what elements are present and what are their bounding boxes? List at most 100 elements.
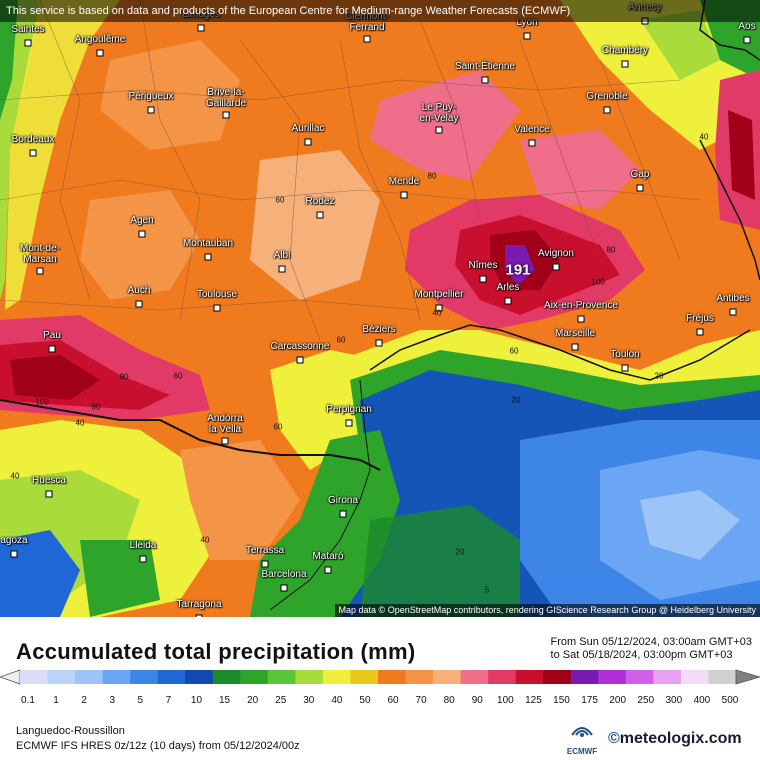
scale-swatch: [570, 670, 599, 684]
city-marker: [96, 49, 104, 57]
contour-label: 40: [75, 418, 85, 428]
scale-label: 0.1: [21, 695, 35, 706]
scale-label: 70: [415, 695, 427, 706]
scale-swatch: [625, 670, 654, 684]
city-label: Aurillac: [291, 123, 325, 134]
scale-label: 200: [609, 695, 627, 706]
city-marker: [222, 111, 230, 119]
contour-label: 60: [509, 346, 519, 356]
city-marker: [221, 437, 229, 445]
meteologix-logo-icon: ©: [608, 730, 620, 747]
city-marker: [363, 35, 371, 43]
scale-label: 60: [387, 695, 399, 706]
city-marker: [135, 300, 143, 308]
scale-swatch: [47, 670, 76, 684]
chart-title: Accumulated total precipitation (mm): [16, 639, 416, 664]
scale-label: 80: [443, 695, 455, 706]
ecmwf-logo: ECMWF: [560, 723, 604, 757]
city-marker: [324, 566, 332, 574]
city-marker: [621, 364, 629, 372]
city-marker: [213, 304, 221, 312]
city-marker: [304, 138, 312, 146]
city-label: Mataró: [312, 551, 344, 562]
scale-swatch: [378, 670, 407, 684]
scale-swatch: [295, 670, 324, 684]
city-marker: [204, 253, 212, 261]
city-marker: [261, 560, 269, 568]
city-label: Albi: [273, 250, 291, 261]
city-marker: [603, 106, 611, 114]
city-marker: [45, 490, 53, 498]
ecmwf-logo-text: ECMWF: [566, 747, 598, 756]
city-label: Le Puy-en-Velay: [419, 102, 459, 124]
scale-swatch: [598, 670, 627, 684]
scale-label: 250: [637, 695, 655, 706]
meteologix-logo[interactable]: ©meteologix.com: [608, 730, 742, 748]
city-marker: [523, 32, 531, 40]
scale-swatch: [708, 670, 737, 684]
scale-label: 20: [247, 695, 259, 706]
city-marker: [435, 126, 443, 134]
city-label: Huesca: [32, 475, 66, 486]
city-marker: [481, 76, 489, 84]
city-marker: [195, 614, 203, 617]
city-label: Antibes: [716, 293, 750, 304]
scale-swatch: [488, 670, 517, 684]
city-marker: [621, 60, 629, 68]
city-label: Carcassonne: [270, 341, 330, 352]
map-attribution: Map data © OpenStreetMap contributors, r…: [334, 604, 760, 617]
contour-label: 80: [427, 171, 437, 181]
city-marker: [197, 24, 205, 32]
city-marker: [571, 343, 579, 351]
contour-label: 100: [591, 277, 605, 287]
scale-label: 100: [497, 695, 514, 706]
scale-swatch: [543, 670, 572, 684]
scale-swatch: [267, 670, 296, 684]
precipitation-map[interactable]: SaintesAngoulêmeLimogesClermont-FerrandL…: [0, 0, 760, 617]
period-to: to Sat 05/18/2024, 03:00pm GMT+03: [550, 649, 733, 661]
city-marker: [278, 265, 286, 273]
scale-swatch: [102, 670, 131, 684]
city-marker: [24, 39, 32, 47]
contour-label: 100: [35, 397, 49, 407]
scale-label: 1: [53, 695, 59, 706]
contour-label: 20: [511, 395, 521, 405]
ecmwf-logo-icon: [571, 727, 593, 737]
scale-label: 500: [721, 695, 739, 706]
scale-swatch: [75, 670, 104, 684]
scale-label: 30: [303, 695, 315, 706]
city-label: Lleida: [129, 540, 157, 551]
scale-swatch: [322, 670, 351, 684]
meteologix-logo-text: meteologix.com: [619, 730, 742, 747]
scale-label: 3: [109, 695, 116, 706]
contour-label: 80: [606, 245, 616, 255]
scale-swatch: [460, 670, 489, 684]
scale-swatch: [433, 670, 462, 684]
scale-label: 125: [525, 695, 542, 706]
city-marker: [400, 191, 408, 199]
city-marker: [296, 356, 304, 364]
contour-label: 60: [336, 335, 346, 345]
city-label: Béziers: [362, 324, 396, 335]
city-label: Auch: [127, 285, 151, 296]
city-label: Tarragona: [176, 599, 222, 610]
scale-label: 5: [137, 695, 144, 706]
city-label: Lyon: [516, 17, 538, 28]
city-marker: [729, 308, 737, 316]
city-marker: [696, 328, 704, 336]
scale-label: 300: [665, 695, 683, 706]
scale-arrow-left: [0, 669, 21, 685]
contour-label: 20: [654, 371, 664, 381]
scale-swatch: [240, 670, 269, 684]
color-scale: [0, 669, 760, 685]
scale-swatch: [157, 670, 186, 684]
city-label: Angoulême: [74, 34, 126, 45]
scale-label: 175: [581, 695, 598, 706]
city-label: Agen: [130, 215, 154, 226]
city-marker: [504, 297, 512, 305]
contour-label: 60: [273, 422, 283, 432]
scale-swatch: [185, 670, 214, 684]
contour-label: 40: [699, 132, 709, 142]
scale-label: 10: [190, 695, 203, 706]
scale-label: 15: [218, 695, 231, 706]
